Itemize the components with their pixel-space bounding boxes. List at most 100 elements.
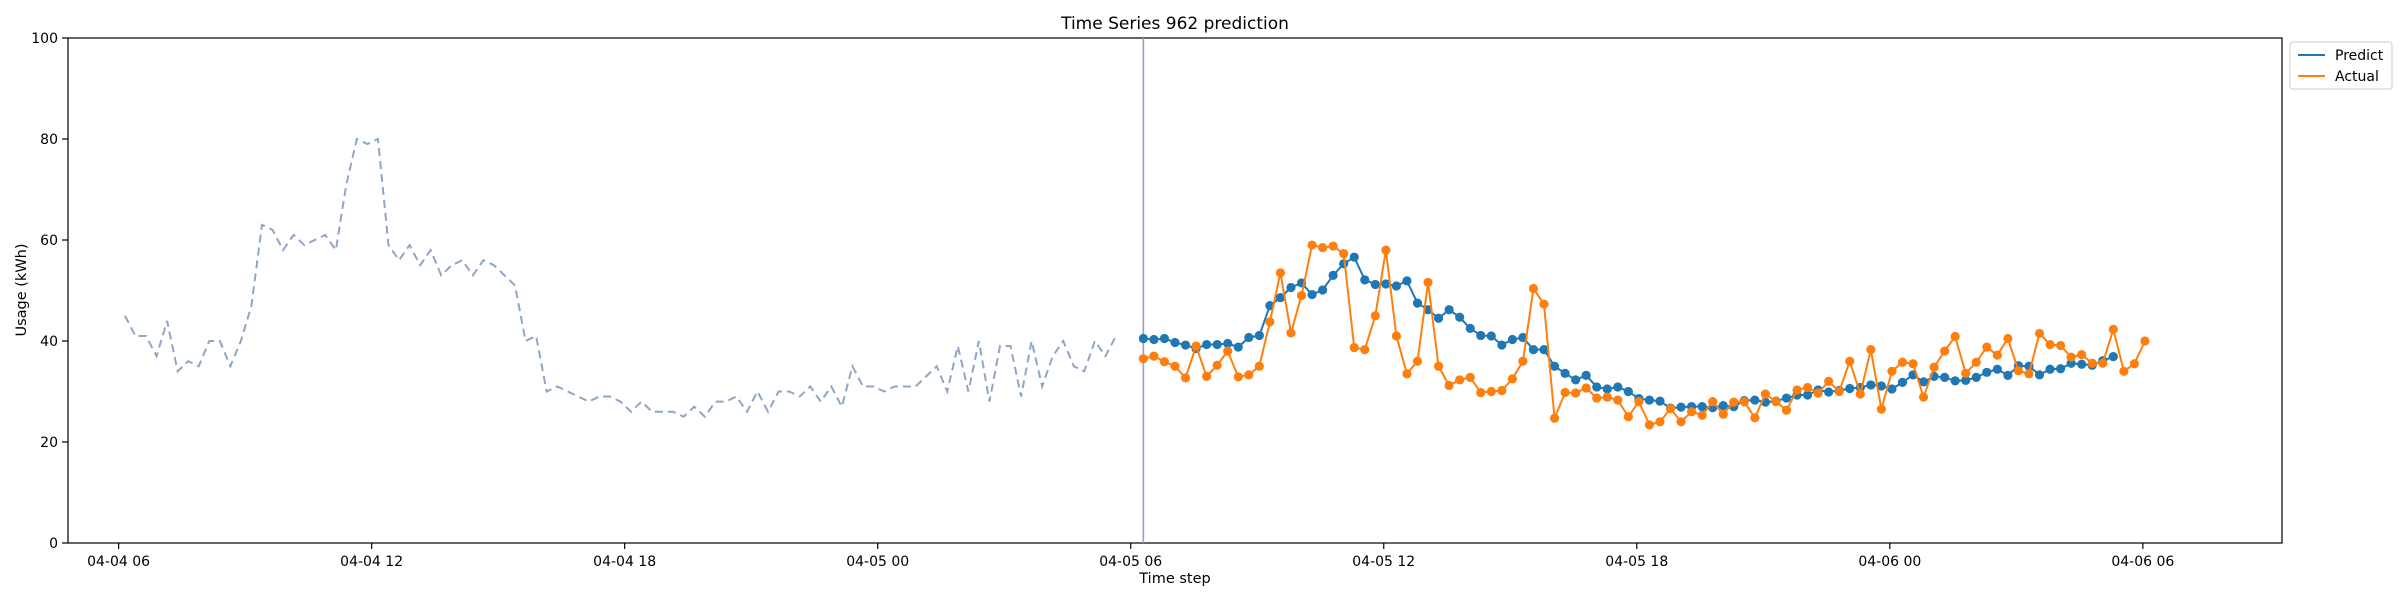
data-point-predict — [1465, 323, 1475, 333]
data-point-predict — [1318, 285, 1328, 295]
data-point-predict — [1940, 372, 1950, 382]
data-point-actual — [1708, 397, 1718, 407]
data-point-actual — [1433, 361, 1444, 371]
x-axis: 04-04 06 04-04 12 04-04 18 04-05 00 04-05 06… — [87, 543, 2174, 570]
data-point-predict — [1750, 395, 1760, 405]
data-point-actual — [1138, 354, 1148, 364]
data-point-predict — [1455, 312, 1465, 322]
data-point-predict — [1370, 279, 1380, 290]
data-point-predict — [1360, 275, 1370, 285]
data-point-actual — [1318, 242, 1328, 253]
data-point-predict — [1539, 344, 1549, 355]
data-point-predict — [1560, 368, 1570, 378]
data-point-actual — [1339, 249, 1349, 259]
data-point-predict — [1623, 386, 1633, 397]
x-tick-label: 04-05 06 — [1099, 554, 1162, 570]
data-point-actual — [1887, 366, 1897, 376]
data-point-predict — [1571, 375, 1581, 385]
data-point-predict — [1918, 377, 1929, 387]
data-point-predict — [1149, 334, 1159, 345]
data-point-actual — [2077, 350, 2087, 360]
data-point-actual — [1950, 331, 1960, 342]
data-point-actual — [1191, 341, 1201, 351]
data-point-actual — [1581, 383, 1591, 393]
data-point-actual — [1866, 344, 1876, 355]
data-point-actual — [1202, 371, 1212, 381]
data-point-actual — [1718, 409, 1728, 419]
data-point-actual — [2119, 366, 2129, 376]
data-point-predict — [1866, 380, 1876, 390]
data-point-actual — [1813, 388, 1823, 398]
data-point-predict — [2045, 364, 2055, 374]
data-point-actual — [1549, 413, 1560, 423]
data-point-predict — [1950, 376, 1960, 386]
data-point-actual — [2140, 336, 2150, 346]
data-point-actual — [1212, 360, 1222, 370]
data-point-predict — [1802, 390, 1813, 400]
data-point-actual — [2087, 358, 2097, 368]
data-point-actual — [1845, 356, 1855, 366]
data-point-actual — [1982, 342, 1992, 352]
data-point-predict — [1202, 339, 1212, 350]
data-point-actual — [1528, 283, 1539, 294]
data-point-predict — [1655, 396, 1665, 406]
y-axis: 0 20 40 60 80 100 — [31, 31, 68, 552]
data-point-actual — [1159, 357, 1170, 367]
x-axis-title: Time step — [1138, 571, 1210, 587]
data-point-actual — [1634, 397, 1644, 407]
data-point-actual — [1307, 240, 1317, 250]
series-actual — [1138, 240, 2150, 430]
legend-label-actual: Actual — [2335, 69, 2379, 85]
data-point-actual — [1360, 344, 1370, 355]
data-point-predict — [1391, 281, 1401, 291]
data-point-predict — [1476, 330, 1486, 341]
data-point-actual — [1233, 372, 1243, 382]
data-point-actual — [1444, 380, 1454, 391]
data-point-predict — [1528, 344, 1539, 355]
data-point-predict — [1781, 393, 1792, 403]
data-point-actual — [1961, 368, 1971, 378]
data-point-predict — [1581, 370, 1591, 380]
y-tick-label: 0 — [49, 536, 58, 552]
data-point-actual — [1644, 420, 1655, 430]
series-predict — [1138, 252, 2118, 413]
data-point-actual — [1971, 357, 1981, 367]
data-point-actual — [1223, 346, 1233, 356]
data-point-predict — [1381, 279, 1391, 289]
data-point-actual — [2108, 324, 2118, 334]
data-point-actual — [1729, 397, 1739, 407]
data-point-predict — [1644, 395, 1655, 405]
data-point-predict — [1444, 305, 1454, 315]
data-point-predict — [1992, 364, 2002, 374]
data-point-predict — [1549, 361, 1560, 371]
data-point-actual — [2066, 352, 2076, 362]
data-point-actual — [1918, 392, 1929, 402]
data-point-predict — [2003, 370, 2013, 380]
data-point-actual — [1518, 356, 1528, 366]
data-point-predict — [1845, 383, 1855, 394]
data-point-predict — [1328, 270, 1338, 280]
data-point-predict — [2077, 359, 2087, 369]
data-point-predict — [1402, 276, 1412, 286]
plot-frame — [67, 37, 2283, 544]
data-point-actual — [1497, 385, 1507, 396]
data-point-actual — [1739, 397, 1749, 407]
data-point-actual — [1613, 395, 1623, 405]
data-point-actual — [1465, 372, 1475, 382]
data-point-actual — [1476, 387, 1486, 398]
data-point-predict — [1497, 340, 1507, 350]
data-point-predict — [1275, 292, 1286, 303]
x-tick-label: 04-05 12 — [1352, 554, 1415, 570]
data-point-actual — [1750, 413, 1760, 423]
x-tick-label: 04-04 06 — [87, 554, 150, 570]
data-point-actual — [1349, 342, 1359, 353]
data-point-predict — [1244, 332, 1254, 343]
data-point-actual — [2129, 359, 2139, 369]
data-point-actual — [1940, 346, 1950, 356]
data-point-actual — [1876, 404, 1886, 414]
x-tick-label: 04-04 18 — [593, 554, 656, 570]
legend-box — [2289, 41, 2393, 90]
data-point-actual — [2013, 366, 2024, 376]
